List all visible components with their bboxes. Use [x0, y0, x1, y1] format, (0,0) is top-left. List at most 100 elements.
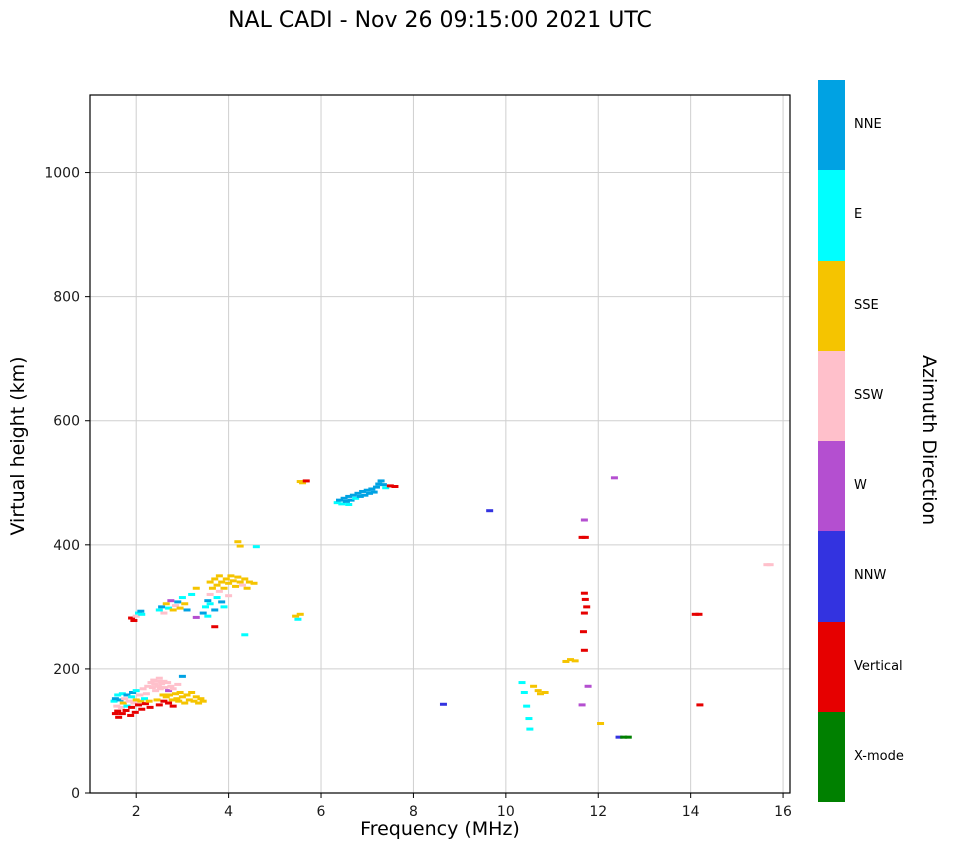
data-point — [584, 684, 592, 688]
data-point — [208, 586, 216, 590]
data-point — [245, 580, 253, 584]
y-axis-label: Virtual height (km) — [7, 356, 29, 536]
legend-label-sse: SSE — [854, 297, 879, 313]
data-point — [144, 684, 152, 688]
data-point — [241, 633, 249, 637]
data-point — [204, 614, 212, 618]
data-point — [218, 600, 226, 604]
data-point — [139, 687, 147, 691]
legend-segment-e — [818, 170, 845, 261]
data-point — [138, 707, 146, 711]
data-point — [119, 701, 127, 705]
data-point — [151, 682, 159, 686]
data-point — [192, 695, 200, 699]
data-point — [234, 540, 242, 544]
data-point — [518, 681, 526, 685]
data-point — [534, 689, 542, 693]
legend-segment-x-mode — [818, 711, 845, 802]
data-point — [211, 577, 219, 581]
data-point — [160, 699, 168, 703]
data-point — [114, 709, 122, 713]
data-point — [127, 713, 135, 717]
data-point — [125, 699, 133, 703]
data-point — [352, 496, 360, 500]
data-point — [336, 498, 344, 502]
y-tick-label: 800 — [53, 290, 80, 306]
data-point — [232, 584, 240, 588]
data-point — [294, 617, 302, 621]
data-point — [160, 679, 168, 683]
data-point — [250, 581, 258, 585]
data-point — [188, 592, 196, 596]
legend-segment-nnw — [818, 531, 845, 622]
data-point — [580, 518, 588, 522]
data-point — [580, 611, 588, 615]
data-point — [597, 722, 605, 726]
x-tick-label: 8 — [409, 804, 418, 820]
data-point — [174, 600, 182, 604]
data-point — [154, 684, 162, 688]
data-point — [215, 574, 223, 578]
data-point — [236, 580, 244, 584]
data-point — [354, 491, 362, 495]
data-point — [138, 612, 146, 616]
data-point — [695, 612, 703, 616]
data-point — [192, 586, 200, 590]
data-point — [610, 476, 618, 480]
data-point — [181, 602, 189, 606]
data-point — [382, 486, 390, 490]
data-point — [142, 692, 150, 696]
data-point — [152, 689, 160, 693]
data-point — [206, 602, 214, 606]
data-point — [696, 703, 704, 707]
data-point — [580, 648, 588, 652]
plot-frame — [89, 94, 791, 794]
data-point — [222, 577, 230, 581]
data-point — [162, 602, 170, 606]
data-point — [238, 583, 246, 587]
data-point — [118, 692, 126, 696]
data-point — [181, 701, 189, 705]
data-point — [340, 496, 348, 500]
data-point — [199, 699, 207, 703]
data-point — [345, 502, 353, 506]
legend-label-nne: NNE — [854, 117, 882, 133]
data-point — [579, 630, 587, 634]
data-point — [206, 592, 214, 596]
data-point — [174, 682, 182, 686]
data-point — [164, 681, 172, 685]
data-point — [199, 611, 207, 615]
y-tick-label: 200 — [53, 662, 80, 678]
data-point — [349, 493, 357, 497]
data-point — [121, 697, 129, 701]
data-point — [211, 608, 219, 612]
data-point — [132, 614, 140, 618]
data-point — [169, 704, 177, 708]
data-point — [211, 625, 219, 629]
data-point — [147, 681, 155, 685]
data-point — [236, 544, 244, 548]
data-point — [202, 605, 210, 609]
data-point — [188, 690, 196, 694]
data-point — [578, 703, 586, 707]
data-point — [117, 705, 125, 709]
data-point — [165, 689, 173, 693]
data-point — [155, 676, 163, 680]
data-point — [137, 609, 145, 613]
data-point — [571, 659, 579, 663]
data-point — [167, 599, 175, 603]
data-point — [183, 608, 191, 612]
data-point — [620, 735, 628, 739]
data-point — [111, 712, 119, 716]
data-point — [168, 698, 176, 702]
x-tick-label: 4 — [224, 804, 233, 820]
data-point — [567, 658, 575, 662]
data-point — [218, 580, 226, 584]
data-point — [370, 490, 378, 494]
data-point — [347, 498, 355, 502]
data-point — [176, 690, 184, 694]
data-point — [356, 494, 364, 498]
data-point — [523, 704, 531, 708]
data-point — [359, 489, 367, 493]
